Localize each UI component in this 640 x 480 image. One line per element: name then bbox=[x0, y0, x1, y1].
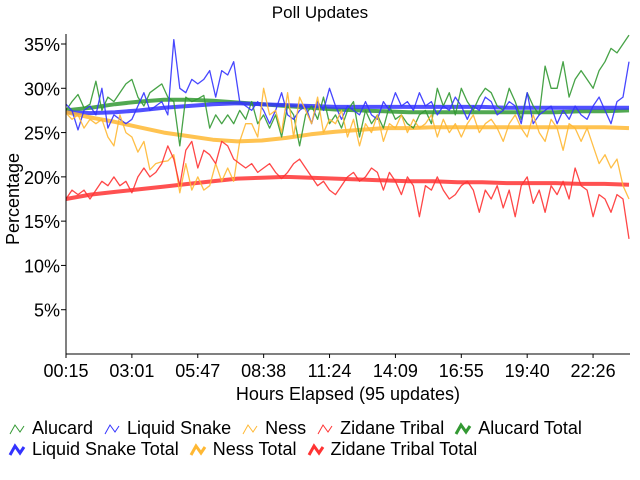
legend-item-ness-total: Ness Total bbox=[189, 439, 297, 460]
x-tick-label: 00:15 bbox=[43, 361, 88, 381]
y-axis-label: Percentage bbox=[3, 153, 23, 245]
legend-swatch-icon bbox=[189, 443, 207, 456]
legend-label: Zidane Tribal Total bbox=[330, 439, 478, 459]
x-tick-label: 14:09 bbox=[373, 361, 418, 381]
x-tick-label: 11:24 bbox=[308, 361, 352, 381]
legend-swatch-icon bbox=[8, 443, 26, 456]
series-line-alucard bbox=[65, 34, 630, 147]
series-layer bbox=[65, 34, 630, 239]
y-tick-label: 15% bbox=[24, 212, 60, 232]
series-line-liquid-snake bbox=[65, 38, 630, 131]
x-ticks: 00:15 03:01 05:47 08:38 11:24 14:09 16:55 19:40… bbox=[43, 354, 616, 381]
legend-label: Zidane Tribal bbox=[340, 418, 445, 438]
legend-swatch-icon bbox=[307, 443, 324, 456]
series-line-ness bbox=[65, 87, 630, 200]
legend-swatch-icon bbox=[242, 424, 258, 435]
y-ticks: 5% 10% 15% 20% 25% 30% 35% bbox=[24, 35, 66, 321]
legend-item-zidane-tribal-total: Zidane Tribal Total bbox=[307, 439, 478, 460]
y-tick-label: 20% bbox=[24, 168, 60, 188]
legend-item-liquid-snake-total: Liquid Snake Total bbox=[8, 439, 179, 460]
legend-item-liquid-snake: Liquid Snake bbox=[103, 418, 231, 439]
series-line-zidane-tribal-total bbox=[65, 174, 630, 201]
y-tick-label: 30% bbox=[24, 79, 60, 99]
series-line-zidane-tribal bbox=[65, 140, 630, 239]
legend-label: Ness bbox=[265, 418, 307, 438]
legend-swatch-icon bbox=[454, 422, 472, 435]
y-tick-label: 25% bbox=[24, 124, 60, 144]
x-tick-label: 16:55 bbox=[439, 361, 484, 381]
y-tick-label: 35% bbox=[24, 35, 60, 55]
y-tick-label: 10% bbox=[24, 256, 60, 276]
x-tick-label: 19:40 bbox=[505, 361, 550, 381]
legend-label: Alucard bbox=[32, 418, 94, 438]
x-tick-label: 22:26 bbox=[571, 361, 616, 381]
legend-label: Liquid Snake bbox=[127, 418, 232, 438]
chart-title: Poll Updates bbox=[272, 3, 368, 22]
x-tick-label: 03:01 bbox=[109, 361, 154, 381]
legend-item-alucard: Alucard bbox=[8, 418, 93, 439]
legend-swatch-icon bbox=[104, 424, 120, 435]
series-line-ness-total bbox=[65, 110, 630, 144]
x-axis-label: Hours Elapsed (95 updates) bbox=[236, 384, 460, 404]
legend: Alucard Liquid Snake Ness Zidane Tribal Aluc… bbox=[8, 418, 638, 460]
legend-label: Ness Total bbox=[212, 439, 297, 459]
legend-item-zidane-tribal: Zidane Tribal bbox=[316, 418, 444, 439]
legend-label: Alucard Total bbox=[478, 418, 582, 438]
y-tick-label: 5% bbox=[34, 301, 60, 321]
legend-swatch-icon bbox=[317, 424, 333, 435]
x-tick-label: 05:47 bbox=[175, 361, 220, 381]
x-tick-label: 08:38 bbox=[241, 361, 286, 381]
legend-label: Liquid Snake Total bbox=[32, 439, 179, 459]
legend-item-ness: Ness bbox=[241, 418, 306, 439]
legend-item-alucard-total: Alucard Total bbox=[454, 418, 582, 439]
legend-swatch-icon bbox=[9, 424, 25, 435]
